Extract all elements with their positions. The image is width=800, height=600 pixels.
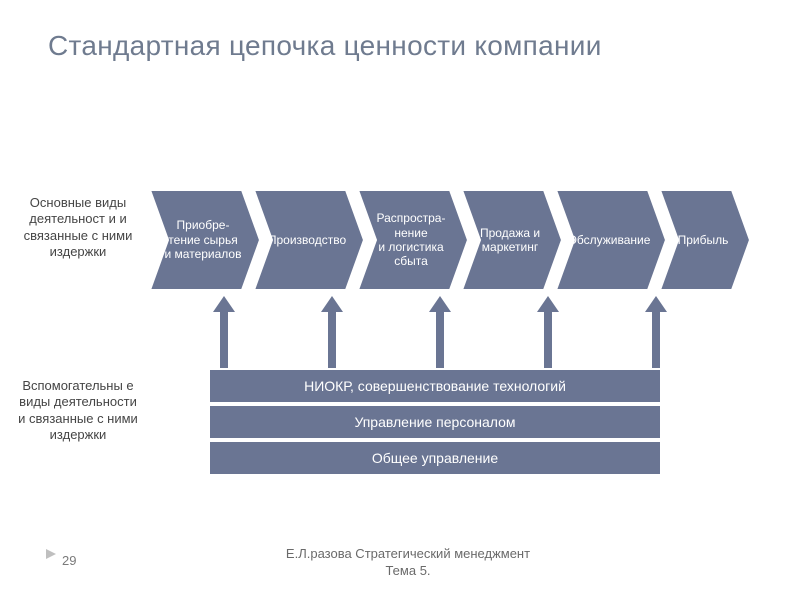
chevron-stage-5: Обслуживание	[556, 190, 666, 290]
support-bar-1: НИОКР, совершенствование технологий	[210, 370, 660, 402]
support-bar-3: Общее управление	[210, 442, 660, 474]
page-number: 29	[62, 553, 76, 568]
up-arrow-4	[494, 296, 602, 368]
value-chain-chevrons: Приобре-тение сырьяи материалов Производс…	[150, 190, 744, 290]
support-to-primary-arrows	[170, 296, 710, 368]
chevron-stage-3: Распростра-нениеи логистикасбыта	[358, 190, 468, 290]
footer-bullet-icon	[44, 547, 58, 566]
chevron-label: Прибыль	[678, 233, 729, 247]
support-bar-2: Управление персоналом	[210, 406, 660, 438]
support-activities-label: Вспомогательны е виды деятельности и свя…	[18, 378, 138, 443]
up-arrow-1	[170, 296, 278, 368]
chevron-stage-6: Прибыль	[660, 190, 750, 290]
chevron-label: Обслуживание	[568, 233, 651, 247]
chevron-stage-2: Производство	[254, 190, 364, 290]
up-arrow-5	[602, 296, 710, 368]
up-arrow-3	[386, 296, 494, 368]
footer-credit-line2: Тема 5.	[385, 563, 430, 578]
chevron-label: Производство	[268, 233, 346, 247]
chevron-stage-4: Продажа имаркетинг	[462, 190, 562, 290]
chevron-label: Распростра-нениеи логистикасбыта	[377, 211, 446, 269]
primary-activities-label: Основные виды деятельност и и связанные …	[18, 195, 138, 260]
footer-credit: Е.Л.разова Стратегический менеджмент Тем…	[228, 546, 588, 580]
chevron-label: Продажа имаркетинг	[480, 226, 540, 255]
footer-credit-line1: Е.Л.разова Стратегический менеджмент	[286, 546, 530, 561]
up-arrow-2	[278, 296, 386, 368]
slide-title: Стандартная цепочка ценности компании	[48, 30, 602, 62]
chevron-label: Приобре-тение сырьяи материалов	[165, 218, 242, 261]
chevron-stage-1: Приобре-тение сырьяи материалов	[150, 190, 260, 290]
